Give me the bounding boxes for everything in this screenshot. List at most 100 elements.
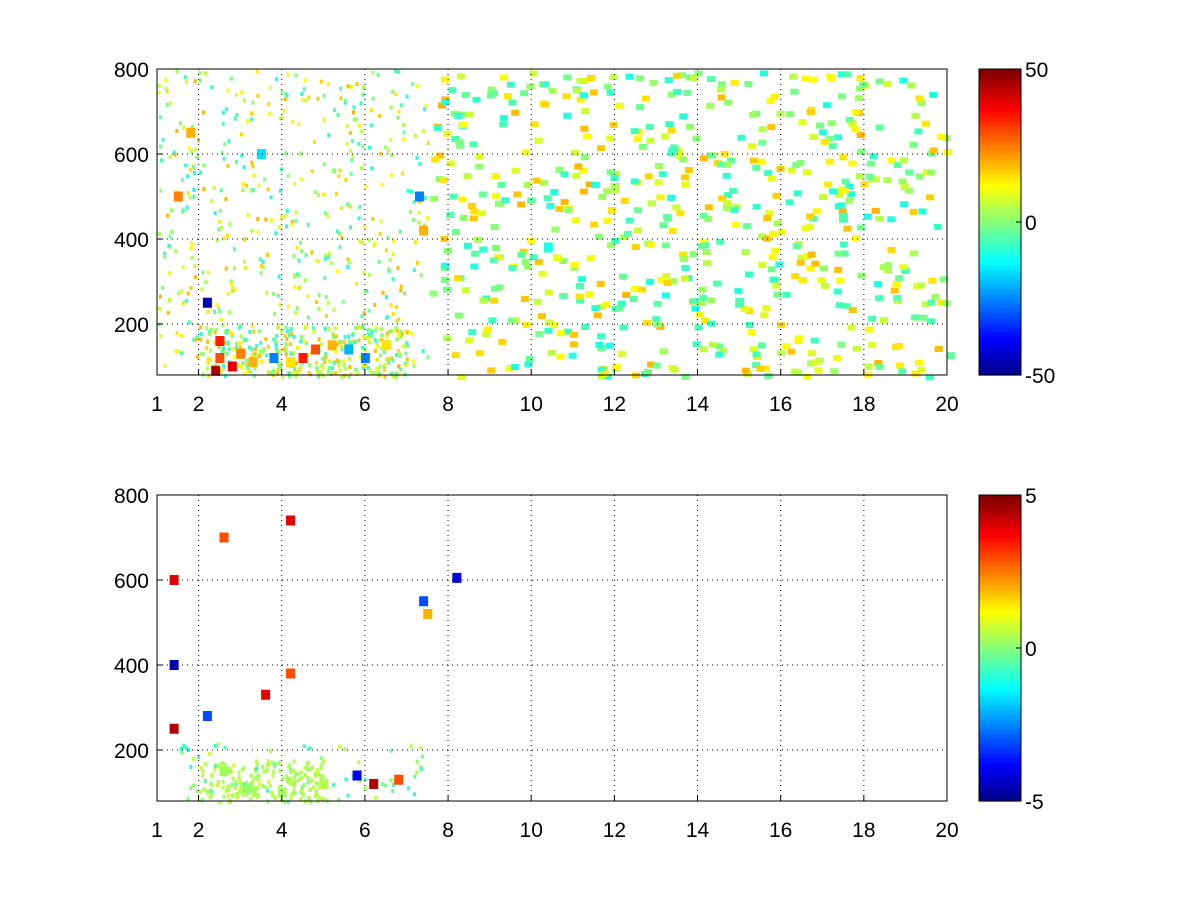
heatmap-cell	[430, 195, 439, 202]
heatmap-cell	[611, 238, 620, 245]
colorbar-segment	[979, 499, 1021, 506]
heatmap-cell	[556, 330, 565, 337]
heatmap-cell	[321, 373, 325, 378]
heatmap-cell	[829, 188, 838, 195]
colorbar-segment	[979, 78, 1021, 84]
y-tick-label: 200	[114, 740, 149, 763]
heatmap-cell	[406, 188, 410, 193]
heatmap-cell	[540, 179, 549, 186]
heatmap-cell	[727, 157, 736, 164]
heatmap-cell	[860, 181, 869, 188]
heatmap-cell	[234, 345, 238, 350]
heatmap-cell	[543, 195, 552, 202]
heatmap-cell	[499, 115, 508, 122]
heatmap-cell	[645, 278, 654, 285]
heatmap-cell	[786, 111, 795, 118]
heatmap-cell	[234, 791, 238, 796]
heatmap-cell	[390, 356, 394, 361]
heatmap-data-cell	[277, 787, 287, 798]
heatmap-cell	[827, 75, 836, 82]
heatmap-cell	[237, 363, 241, 368]
heatmap-cell	[560, 199, 569, 206]
heatmap-cell	[745, 271, 754, 278]
heatmap-cell	[660, 133, 669, 140]
heatmap-cell	[706, 102, 715, 109]
heatmap-cell	[277, 224, 281, 229]
colorbar-segment	[979, 97, 1021, 104]
heatmap-cell	[525, 355, 534, 362]
heatmap-cell	[319, 370, 323, 375]
heatmap-cell	[260, 263, 264, 268]
heatmap-cell	[540, 81, 549, 88]
heatmap-cell	[295, 306, 299, 311]
heatmap-cell	[385, 315, 389, 320]
colorbar-segment	[979, 695, 1021, 702]
heatmap-cell	[402, 136, 406, 141]
heatmap-cell	[717, 161, 726, 168]
heatmap-cell	[305, 764, 309, 769]
heatmap-cell	[219, 188, 223, 193]
heatmap-data-cell	[419, 596, 429, 607]
heatmap-cell	[412, 364, 416, 369]
heatmap-cell	[342, 340, 346, 345]
heatmap-cell	[254, 785, 258, 790]
heatmap-cell	[189, 786, 193, 791]
colorbar-segment	[979, 686, 1021, 692]
heatmap-cell	[327, 255, 331, 260]
heatmap-cell	[692, 341, 701, 348]
heatmap-cell	[391, 277, 395, 282]
heatmap-cell	[796, 160, 805, 167]
heatmap-cell	[278, 760, 282, 765]
heatmap-data-cell	[344, 344, 354, 355]
heatmap-cell	[839, 154, 848, 161]
heatmap-cell	[363, 289, 367, 294]
heatmap-data-cell	[227, 361, 237, 372]
heatmap-cell	[283, 346, 287, 351]
heatmap-cell	[747, 329, 756, 336]
heatmap-cell	[830, 368, 839, 375]
heatmap-cell	[887, 216, 896, 223]
heatmap-cell	[380, 333, 384, 338]
heatmap-cell	[230, 284, 234, 289]
heatmap-cell	[362, 270, 366, 275]
heatmap-cell	[546, 202, 555, 209]
heatmap-cell	[770, 93, 779, 100]
heatmap-cell	[274, 762, 278, 767]
heatmap-cell	[806, 213, 815, 220]
heatmap-cell	[238, 779, 242, 784]
heatmap-cell	[911, 112, 920, 119]
heatmap-cell	[689, 251, 698, 258]
heatmap-cell	[252, 173, 256, 178]
heatmap-cell	[676, 210, 685, 217]
heatmap-cell	[361, 144, 365, 149]
heatmap-cell	[293, 775, 297, 780]
heatmap-cell	[277, 323, 281, 328]
heatmap-cell	[336, 112, 340, 117]
heatmap-cell	[163, 251, 167, 256]
heatmap-cell	[487, 367, 496, 374]
heatmap-cell	[597, 345, 606, 352]
heatmap-cell	[667, 127, 676, 134]
heatmap-cell	[246, 369, 250, 374]
heatmap-cell	[391, 89, 395, 94]
heatmap-cell	[292, 768, 296, 773]
heatmap-cell	[265, 353, 269, 358]
heatmap-cell	[522, 321, 531, 328]
heatmap-cell	[396, 266, 400, 271]
heatmap-cell	[227, 346, 231, 351]
heatmap-cell	[793, 190, 802, 197]
heatmap-cell	[246, 213, 250, 218]
colorbar-segment	[979, 288, 1021, 295]
heatmap-cell	[201, 352, 205, 357]
heatmap-cell	[379, 337, 383, 342]
heatmap-cell	[215, 238, 219, 243]
heatmap-cell	[369, 123, 373, 128]
heatmap-cell	[358, 239, 362, 244]
heatmap-cell	[455, 138, 464, 145]
heatmap-cell	[824, 181, 833, 188]
heatmap-data-cell	[173, 191, 183, 202]
heatmap-cell	[327, 365, 331, 370]
colorbar-segment	[979, 370, 1021, 376]
heatmap-cell	[926, 194, 935, 201]
heatmap-cell	[346, 202, 350, 207]
